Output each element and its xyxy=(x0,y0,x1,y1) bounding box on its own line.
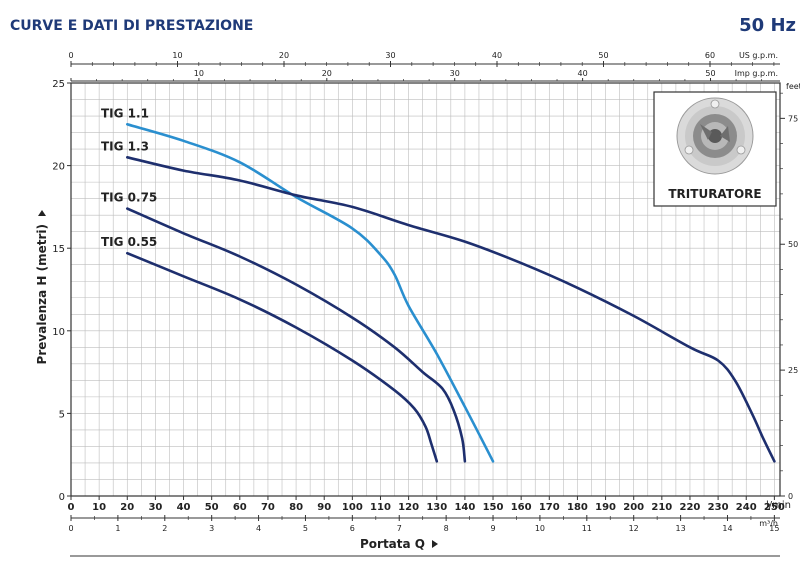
x-tick-label: 0 xyxy=(68,502,75,513)
x-tick-label: 130 xyxy=(426,502,447,513)
m3h-tick-label: 2 xyxy=(162,524,167,533)
x-tick-label: 170 xyxy=(539,502,560,513)
x-tick-label: 60 xyxy=(233,502,247,513)
x-axis-title: Portata Q xyxy=(360,537,425,551)
grid xyxy=(70,82,780,497)
inset-box: TRITURATORE xyxy=(653,91,777,207)
series-line-tig-0-55 xyxy=(126,251,439,463)
y-tick-label: 15 xyxy=(52,244,65,255)
imp-gpm-tick-label: 20 xyxy=(322,69,332,78)
us-gpm-tick-label: 60 xyxy=(705,51,715,60)
us-gpm-tick-label: 30 xyxy=(385,51,395,60)
feet-tick-label: 50 xyxy=(788,240,798,249)
imp-gpm-tick-label: 10 xyxy=(194,69,204,78)
x-tick-label: 210 xyxy=(651,502,672,513)
m3h-tick-label: 13 xyxy=(675,524,685,533)
axes: 0 10 20 30 40 50 60 70 80 90 100 110 120 130 140 150 160… xyxy=(52,51,800,533)
page-title: CURVE E DATI DI PRESTAZIONE xyxy=(10,18,253,34)
m3h-tick-label: 1 xyxy=(115,524,120,533)
y-tick-label: 0 xyxy=(59,492,65,503)
x-tick-label: 10 xyxy=(92,502,106,513)
us-gpm-tick-label: 40 xyxy=(492,51,502,60)
x-tick-label: 120 xyxy=(398,502,419,513)
m3h-unit-label: m³/h xyxy=(759,519,778,528)
series-labels: TIG 1.1 TIG 1.3 TIG 0.75 TIG 0.55 xyxy=(101,106,157,249)
x-tick-label: 240 xyxy=(736,502,757,513)
feet-tick-label: 25 xyxy=(788,366,798,375)
series-line-tig-1-1 xyxy=(126,123,495,463)
plot-frame xyxy=(70,82,781,497)
y-axis-title: Prevalenza H (metri) xyxy=(35,224,49,364)
m3h-tick-label: 4 xyxy=(256,524,261,533)
m3h-tick-label: 7 xyxy=(397,524,402,533)
m3h-tick-label: 0 xyxy=(68,524,73,533)
inset-label: TRITURATORE xyxy=(668,187,761,201)
us-gpm-tick-label: 20 xyxy=(279,51,289,60)
us-gpm-tick-label: 50 xyxy=(598,51,608,60)
series-label-tig-0-75: TIG 0.75 xyxy=(101,191,157,205)
x-tick-label: 220 xyxy=(680,502,701,513)
x-tick-label: 180 xyxy=(567,502,588,513)
series-group xyxy=(126,123,776,463)
m3h-tick-label: 15 xyxy=(769,524,779,533)
feet-tick-label: 75 xyxy=(788,114,798,123)
m3h-tick-label: 8 xyxy=(444,524,449,533)
x-tick-label: 190 xyxy=(595,502,616,513)
x-tick-label: 250 xyxy=(764,502,785,513)
x-tick-label: 110 xyxy=(370,502,391,513)
m3h-tick-label: 12 xyxy=(629,524,639,533)
m3h-tick-label: 11 xyxy=(582,524,592,533)
imp-gpm-unit-label: Imp g.p.m. xyxy=(735,69,778,78)
m3h-tick-label: 14 xyxy=(722,524,732,533)
series-line-tig-1-3 xyxy=(126,156,776,463)
x-tick-label: 30 xyxy=(148,502,162,513)
series-line-tig-0-75 xyxy=(126,207,467,463)
x-tick-label: 70 xyxy=(261,502,275,513)
x-tick-label: 160 xyxy=(511,502,532,513)
imp-gpm-tick-label: 30 xyxy=(450,69,460,78)
x-tick-label: 100 xyxy=(342,502,363,513)
x-axis-arrow-icon xyxy=(432,540,438,548)
feet-unit-label: feet xyxy=(786,82,800,91)
x-tick-label: 50 xyxy=(205,502,219,513)
y-tick-label: 20 xyxy=(52,162,65,173)
feet-tick-label: 0 xyxy=(788,492,793,501)
m3h-tick-label: 3 xyxy=(209,524,214,533)
m3h-tick-label: 10 xyxy=(535,524,545,533)
series-label-tig-0-55: TIG 0.55 xyxy=(101,235,157,249)
y-tick-label: 5 xyxy=(59,409,65,420)
y-axis-arrow-icon xyxy=(38,210,46,216)
x-tick-label: 90 xyxy=(317,502,331,513)
imp-gpm-tick-label: 40 xyxy=(578,69,588,78)
imp-gpm-tick-label: 50 xyxy=(705,69,715,78)
x-tick-label: 200 xyxy=(623,502,644,513)
frequency-label: 50 Hz xyxy=(739,15,796,36)
x-tick-label: 230 xyxy=(708,502,729,513)
x-tick-label: 40 xyxy=(177,502,191,513)
series-label-tig-1-3: TIG 1.3 xyxy=(101,139,149,153)
grinder-impeller-photo xyxy=(676,97,754,175)
x-tick-label: 140 xyxy=(454,502,475,513)
y-tick-label: 25 xyxy=(52,79,65,90)
x-tick-label: 20 xyxy=(120,502,134,513)
m3h-tick-label: 6 xyxy=(350,524,355,533)
us-gpm-tick-label: 10 xyxy=(172,51,182,60)
y-tick-label: 10 xyxy=(52,327,65,338)
x-tick-label: 150 xyxy=(483,502,504,513)
x-tick-label: 80 xyxy=(289,502,303,513)
m3h-tick-label: 5 xyxy=(303,524,308,533)
series-label-tig-1-1: TIG 1.1 xyxy=(101,106,149,120)
m3h-tick-label: 9 xyxy=(490,524,495,533)
us-gpm-tick-label: 0 xyxy=(68,51,73,60)
x-unit-label: l/min xyxy=(766,500,791,511)
us-gpm-unit-label: US g.p.m. xyxy=(739,51,778,60)
